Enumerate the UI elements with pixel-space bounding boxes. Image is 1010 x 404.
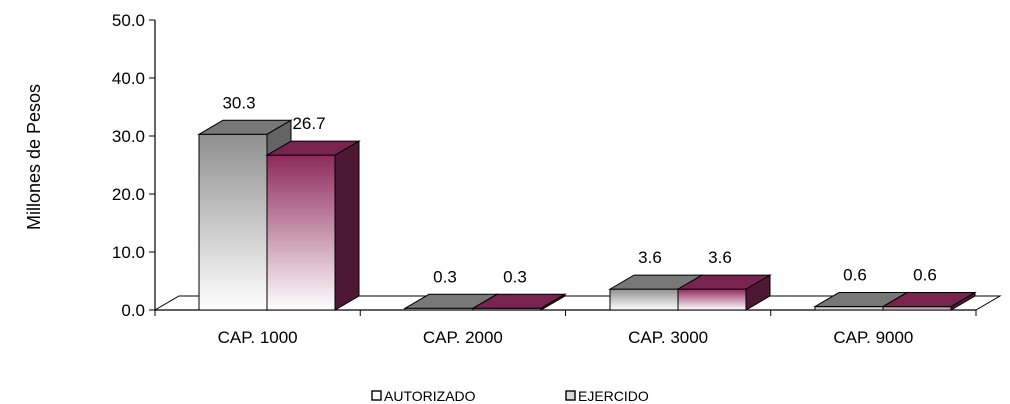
legend-swatch: [565, 390, 576, 401]
legend-label: EJERCIDO: [578, 388, 649, 404]
data-label: 30.3: [222, 93, 255, 112]
y-tick-label: 20.0: [112, 185, 145, 204]
data-label: 3.6: [708, 248, 732, 267]
data-label: 0.3: [433, 267, 457, 286]
data-label: 0.6: [843, 266, 867, 285]
bar-ejercido-3: [676, 274, 772, 311]
bar-ejercido-1: [265, 140, 361, 311]
legend-item-ejercido: EJERCIDO: [565, 388, 649, 404]
data-label: 26.7: [292, 114, 325, 133]
legend: AUTORIZADO EJERCIDO: [371, 388, 649, 404]
legend-swatch: [371, 390, 382, 401]
y-tick-label: 50.0: [112, 11, 145, 30]
bar-ejercido-4: [881, 291, 977, 311]
legend-label: AUTORIZADO: [384, 388, 476, 404]
data-label: 0.3: [503, 267, 527, 286]
y-tick-label: 40.0: [112, 69, 145, 88]
y-axis-title: Millones de Pesos: [24, 84, 44, 230]
data-label: 0.6: [913, 266, 937, 285]
bar-ejercido-2: [471, 293, 567, 311]
category-label: CAP. 2000: [423, 328, 503, 347]
category-label: CAP. 9000: [833, 328, 913, 347]
legend-item-autorizado: AUTORIZADO: [371, 388, 476, 404]
y-tick-label: 30.0: [112, 127, 145, 146]
y-tick-label: 0.0: [121, 301, 145, 320]
category-label: CAP. 3000: [628, 328, 708, 347]
category-label: CAP. 1000: [218, 328, 298, 347]
y-tick-label: 10.0: [112, 243, 145, 262]
data-label: 3.6: [638, 248, 662, 267]
